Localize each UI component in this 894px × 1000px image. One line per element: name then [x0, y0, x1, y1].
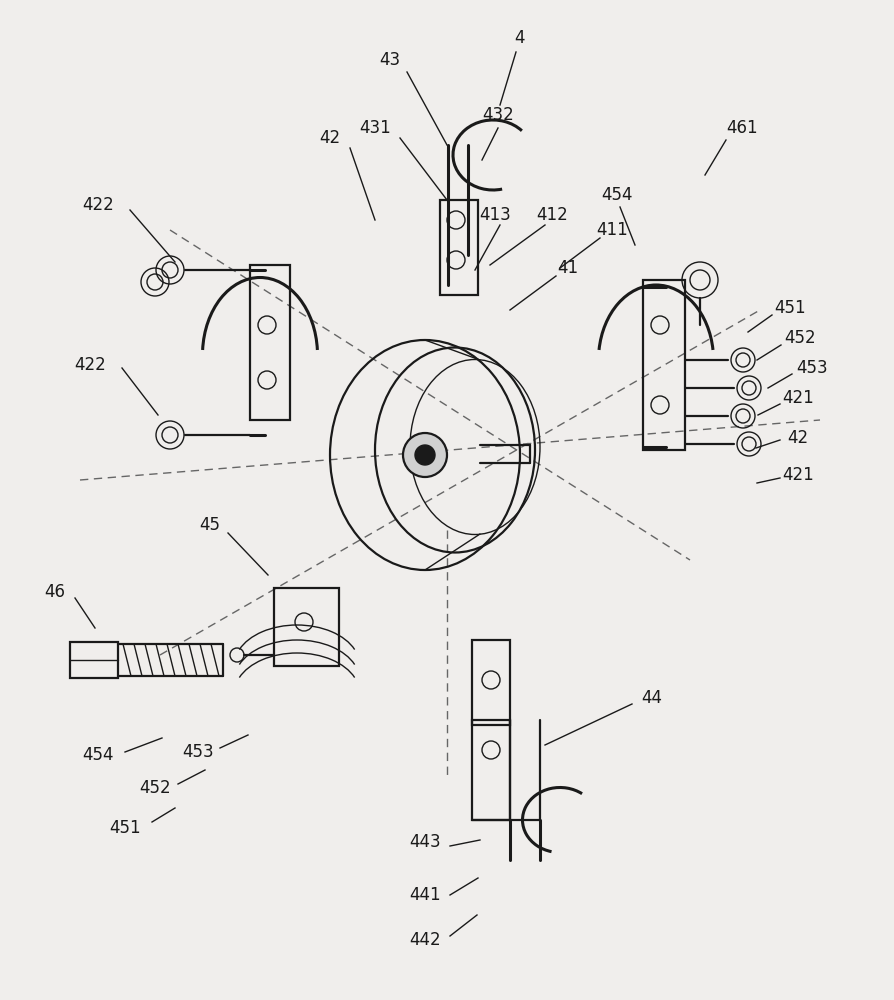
Text: 45: 45 — [199, 516, 220, 534]
Text: 454: 454 — [601, 186, 632, 204]
Text: 432: 432 — [482, 106, 513, 124]
Bar — [471, 720, 510, 820]
Bar — [274, 588, 339, 666]
Text: 431: 431 — [358, 119, 391, 137]
Text: 46: 46 — [45, 583, 65, 601]
Text: 4: 4 — [514, 29, 525, 47]
Bar — [440, 200, 477, 295]
Text: 42: 42 — [787, 429, 807, 447]
Text: 422: 422 — [74, 356, 105, 374]
Text: 413: 413 — [478, 206, 510, 224]
Text: 422: 422 — [82, 196, 114, 214]
Text: 452: 452 — [139, 779, 171, 797]
Text: 451: 451 — [773, 299, 805, 317]
Circle shape — [402, 433, 446, 477]
Bar — [642, 280, 684, 450]
Bar — [471, 640, 510, 725]
Text: 44: 44 — [641, 689, 662, 707]
Text: 454: 454 — [82, 746, 114, 764]
Text: 442: 442 — [409, 931, 441, 949]
Text: 412: 412 — [536, 206, 567, 224]
Text: 451: 451 — [109, 819, 140, 837]
Bar — [249, 265, 290, 420]
Text: 443: 443 — [409, 833, 441, 851]
Text: 43: 43 — [379, 51, 401, 69]
Text: 421: 421 — [781, 389, 813, 407]
Bar — [70, 642, 118, 678]
Text: 452: 452 — [783, 329, 815, 347]
Text: 411: 411 — [595, 221, 628, 239]
Text: 453: 453 — [796, 359, 827, 377]
Text: 42: 42 — [319, 129, 341, 147]
Text: 421: 421 — [781, 466, 813, 484]
Text: 453: 453 — [182, 743, 214, 761]
Circle shape — [415, 445, 434, 465]
Text: 461: 461 — [725, 119, 757, 137]
Text: 441: 441 — [409, 886, 441, 904]
Text: 41: 41 — [557, 259, 578, 277]
